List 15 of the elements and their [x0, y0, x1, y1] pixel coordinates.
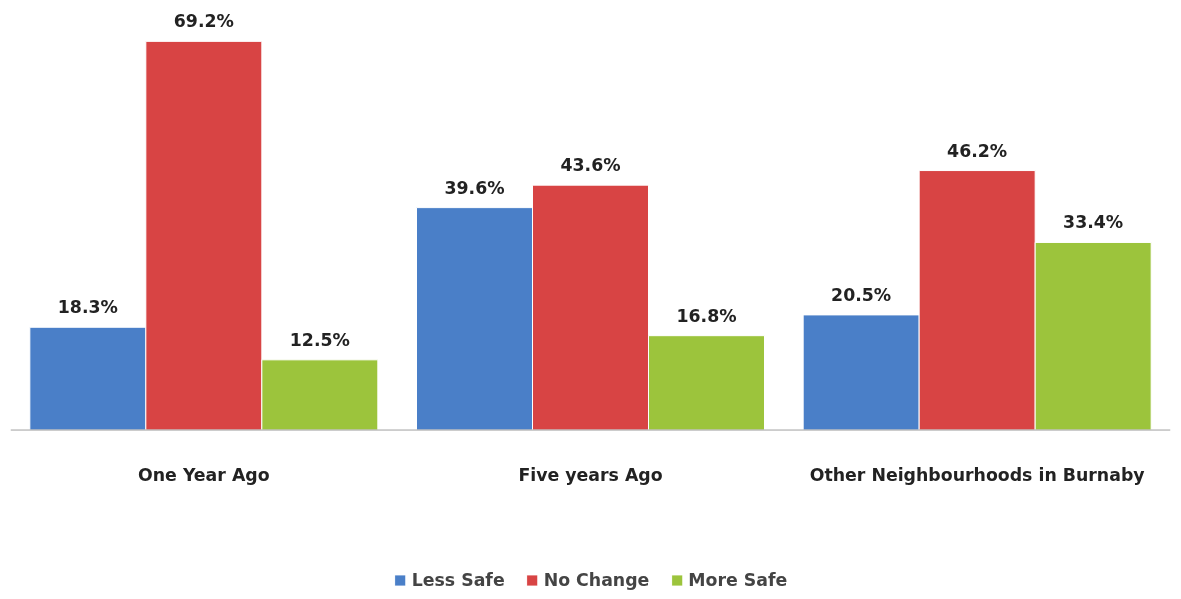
legend-label: Less Safe [411, 570, 505, 590]
data-label: 20.5% [831, 284, 892, 305]
legend-label: No Change [543, 570, 650, 590]
data-label: 46.2% [947, 140, 1008, 161]
data-label: 16.8% [676, 305, 737, 326]
data-label: 18.3% [57, 297, 118, 318]
data-label: 39.6% [444, 177, 505, 198]
data-label: 43.6% [560, 155, 621, 176]
x-tick-label: One Year Ago [138, 465, 270, 486]
data-label: 69.2% [173, 11, 234, 32]
legend-label: More Safe [688, 570, 788, 590]
data-label: 33.4% [1063, 212, 1124, 233]
x-tick-label: Five years Ago [518, 465, 663, 486]
data-label: 12.5% [289, 329, 350, 350]
x-tick-label: Other Neighbourhoods in Burnaby [809, 465, 1145, 486]
